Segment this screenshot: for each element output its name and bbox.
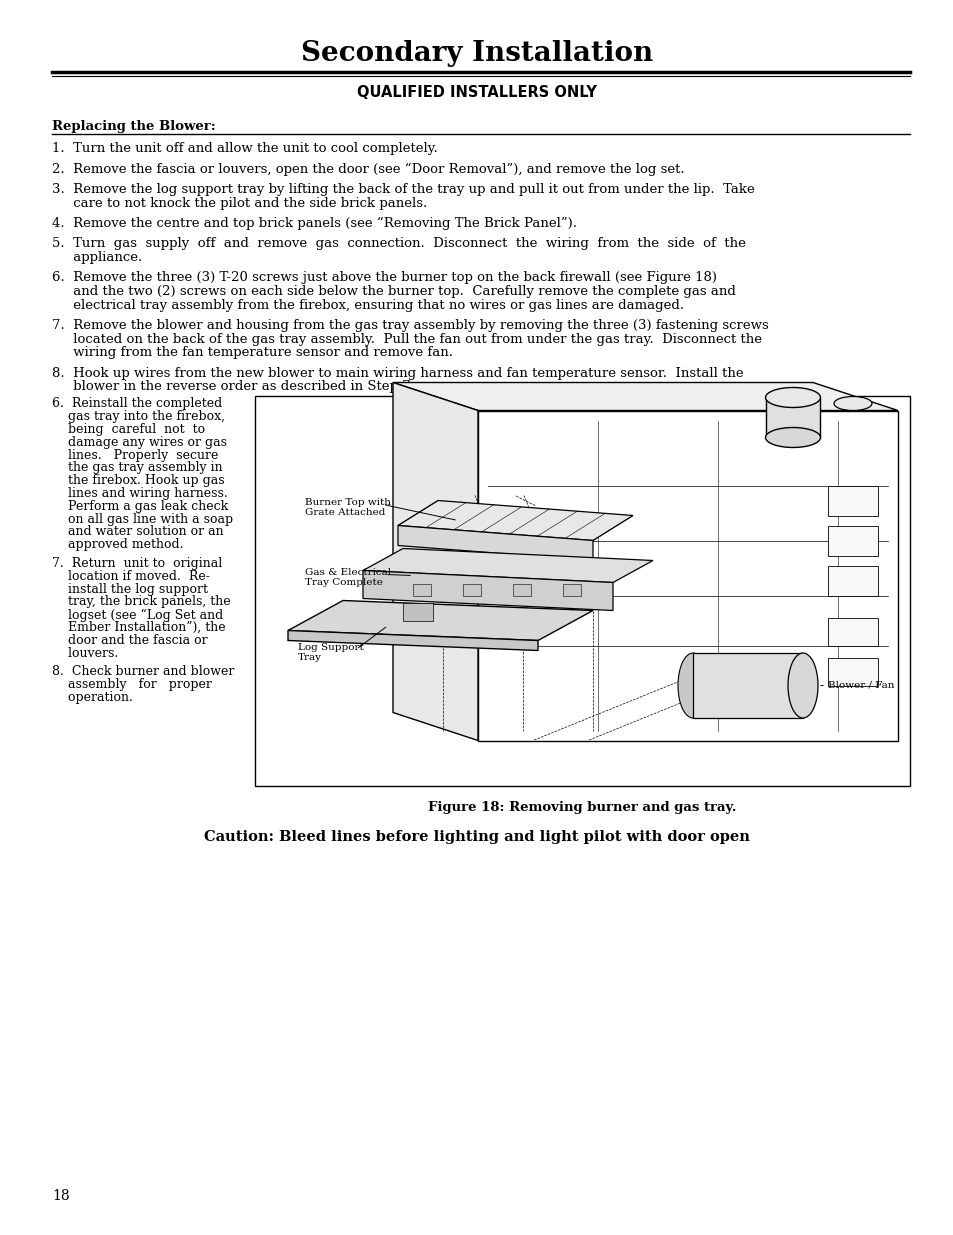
Text: logset (see “Log Set and: logset (see “Log Set and [52, 609, 223, 621]
Bar [477, 410, 897, 741]
Text: and the two (2) screws on each side below the burner top.  Carefully remove the : and the two (2) screws on each side belo… [52, 285, 735, 298]
Bar [827, 657, 877, 685]
Bar [462, 583, 480, 595]
Text: the firebox. Hook up gas: the firebox. Hook up gas [52, 474, 224, 488]
Text: 7.  Return  unit to  original: 7. Return unit to original [52, 557, 222, 571]
Text: QUALIFIED INSTALLERS ONLY: QUALIFIED INSTALLERS ONLY [356, 85, 597, 100]
Text: 3.  Remove the log support tray by lifting the back of the tray up and pull it o: 3. Remove the log support tray by liftin… [52, 183, 754, 196]
Text: assembly   for   proper: assembly for proper [52, 678, 212, 692]
Bar [402, 603, 433, 620]
Text: on all gas line with a soap: on all gas line with a soap [52, 513, 233, 526]
Text: approved method.: approved method. [52, 538, 183, 551]
Text: damage any wires or gas: damage any wires or gas [52, 436, 227, 448]
Text: 2.  Remove the fascia or louvers, open the door (see “Door Removal”), and remove: 2. Remove the fascia or louvers, open th… [52, 163, 684, 175]
Text: install the log support: install the log support [52, 583, 208, 595]
Text: 5.  Turn  gas  supply  off  and  remove  gas  connection.  Disconnect  the  wiri: 5. Turn gas supply off and remove gas co… [52, 237, 745, 251]
Text: Replacing the Blower:: Replacing the Blower: [52, 120, 215, 133]
Text: Secondary Installation: Secondary Installation [300, 40, 653, 67]
Bar [827, 566, 877, 595]
Text: 8.  Check burner and blower: 8. Check burner and blower [52, 666, 234, 678]
Bar [513, 583, 531, 595]
Polygon shape [363, 548, 652, 583]
Text: gas tray into the firebox,: gas tray into the firebox, [52, 410, 225, 424]
Ellipse shape [678, 653, 707, 718]
Text: operation.: operation. [52, 692, 132, 704]
Polygon shape [288, 600, 593, 641]
Text: 1.  Turn the unit off and allow the unit to cool completely.: 1. Turn the unit off and allow the unit … [52, 142, 437, 156]
Text: Gas & Electrical
Tray Complete: Gas & Electrical Tray Complete [305, 568, 391, 587]
Text: electrical tray assembly from the firebox, ensuring that no wires or gas lines a: electrical tray assembly from the firebo… [52, 299, 683, 311]
Text: door and the fascia or: door and the fascia or [52, 634, 208, 647]
Text: Burner Top with
Grate Attached: Burner Top with Grate Attached [305, 498, 391, 517]
Text: and water solution or an: and water solution or an [52, 526, 223, 538]
Ellipse shape [833, 396, 871, 410]
Bar [827, 485, 877, 515]
Text: 6.  Reinstall the completed: 6. Reinstall the completed [52, 398, 222, 410]
Text: 8.  Hook up wires from the new blower to main wiring harness and fan temperature: 8. Hook up wires from the new blower to … [52, 367, 742, 379]
Ellipse shape [787, 653, 817, 718]
Polygon shape [393, 383, 897, 410]
Polygon shape [288, 631, 537, 651]
Bar [254, 395, 909, 785]
Text: care to not knock the pilot and the side brick panels.: care to not knock the pilot and the side… [52, 196, 427, 210]
Text: Figure 18: Removing burner and gas tray.: Figure 18: Removing burner and gas tray. [428, 802, 736, 815]
Text: louvers.: louvers. [52, 647, 118, 659]
Text: location if moved.  Re-: location if moved. Re- [52, 569, 210, 583]
Ellipse shape [764, 388, 820, 408]
Text: Perform a gas leak check: Perform a gas leak check [52, 500, 228, 513]
Polygon shape [363, 571, 613, 610]
Text: 4.  Remove the centre and top brick panels (see “Removing The Brick Panel”).: 4. Remove the centre and top brick panel… [52, 217, 577, 230]
Text: Caution: Bleed lines before lighting and light pilot with door open: Caution: Bleed lines before lighting and… [204, 830, 749, 844]
Text: wiring from the fan temperature sensor and remove fan.: wiring from the fan temperature sensor a… [52, 346, 453, 359]
Text: blower in the reverse order as described in Step 7.: blower in the reverse order as described… [52, 380, 415, 393]
Text: 7.  Remove the blower and housing from the gas tray assembly by removing the thr: 7. Remove the blower and housing from th… [52, 319, 768, 332]
Text: tray, the brick panels, the: tray, the brick panels, the [52, 595, 231, 609]
Bar [413, 583, 431, 595]
Text: being  careful  not  to: being careful not to [52, 424, 205, 436]
Text: the gas tray assembly in: the gas tray assembly in [52, 462, 222, 474]
Text: 6.  Remove the three (3) T-20 screws just above the burner top on the back firew: 6. Remove the three (3) T-20 screws just… [52, 272, 717, 284]
Text: located on the back of the gas tray assembly.  Pull the fan out from under the g: located on the back of the gas tray asse… [52, 332, 761, 346]
Text: 18: 18 [52, 1189, 70, 1203]
Ellipse shape [764, 427, 820, 447]
Text: lines and wiring harness.: lines and wiring harness. [52, 487, 228, 500]
Bar [827, 618, 877, 646]
Text: Ember Installation”), the: Ember Installation”), the [52, 621, 226, 634]
Text: Log Support
Tray: Log Support Tray [297, 642, 363, 662]
Polygon shape [397, 526, 593, 561]
Polygon shape [397, 500, 633, 541]
Bar [765, 398, 820, 437]
Bar [562, 583, 580, 595]
Bar [692, 652, 802, 718]
Text: Blower / Fan: Blower / Fan [827, 680, 894, 690]
Polygon shape [393, 383, 477, 741]
Bar [827, 526, 877, 556]
Text: appliance.: appliance. [52, 251, 142, 264]
Text: lines.   Properly  secure: lines. Properly secure [52, 448, 218, 462]
